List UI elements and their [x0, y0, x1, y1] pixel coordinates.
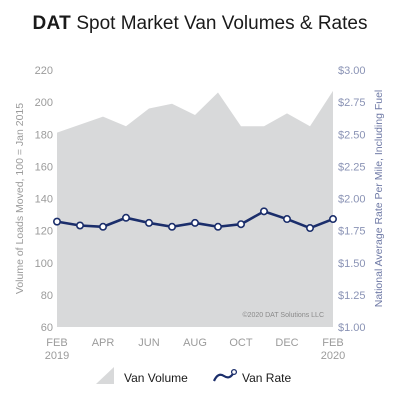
- van-rate-point: [99, 222, 108, 231]
- rate-line-layer: [52, 207, 337, 233]
- x-tick-year-label: 2020: [321, 350, 345, 362]
- van-rate-point: [237, 220, 246, 229]
- left-axis-label: Volume of Loads Moved, 100 = Jan 2015: [14, 103, 26, 294]
- van-rate-point: [52, 217, 61, 226]
- left-tick-label: 180: [35, 129, 53, 141]
- left-tick-label: 220: [35, 65, 53, 77]
- plot-area: [57, 90, 333, 327]
- x-tick-label: FEB: [46, 337, 67, 349]
- van-rate-point: [191, 218, 200, 227]
- right-tick-label: $3.00: [338, 65, 366, 77]
- left-tick-label: 140: [35, 194, 53, 206]
- right-y-axis: $1.00 $1.25 $1.50 $1.75 $2.00 $2.25 $2.50 $2.75…: [338, 65, 366, 334]
- copyright-annotation: ©2020 DAT Solutions LLC: [242, 311, 324, 319]
- title-text: Spot Market Van Volumes & Rates: [76, 13, 368, 34]
- x-tick-label: OCT: [229, 337, 253, 349]
- van-rate-point: [122, 213, 131, 222]
- van-volume-legend-label: Van Volume: [124, 371, 188, 385]
- right-tick-label: $2.25: [338, 161, 366, 173]
- right-tick-label: $1.25: [338, 290, 366, 302]
- x-tick-label: AUG: [183, 337, 207, 349]
- brand-logo-text: DAT: [32, 13, 72, 34]
- van-rate-point: [305, 224, 314, 233]
- van-rate-point: [282, 215, 291, 224]
- left-tick-label: 100: [35, 258, 53, 270]
- left-tick-label: 200: [35, 97, 53, 109]
- left-tick-label: 160: [35, 161, 53, 173]
- x-tick-label: DEC: [275, 337, 298, 349]
- van-rate-point: [214, 222, 223, 231]
- left-tick-label: 80: [41, 290, 53, 302]
- right-tick-label: $1.75: [338, 226, 366, 238]
- van-rate-point: [168, 222, 177, 231]
- left-tick-label: 120: [35, 226, 53, 238]
- legend: Van Volume Van Rate: [96, 367, 291, 385]
- left-y-axis: 60 80 100 120 140 160 180 200 220: [35, 65, 53, 334]
- right-tick-label: $1.00: [338, 322, 366, 334]
- van-rate-legend-line: [212, 371, 235, 382]
- van-rate-legend-marker: [230, 368, 238, 376]
- x-tick-label: FEB: [322, 337, 343, 349]
- right-tick-label: $1.50: [338, 258, 366, 270]
- right-axis-label: National Average Rate Per Mile, Includin…: [373, 90, 385, 308]
- right-tick-label: $2.75: [338, 97, 366, 109]
- x-tick-label: JUN: [138, 337, 159, 349]
- left-tick-label: 60: [41, 322, 53, 334]
- x-tick-label: APR: [92, 337, 115, 349]
- van-rate-point: [328, 215, 337, 224]
- van-rate-point: [145, 218, 154, 227]
- x-tick-year-label: 2019: [45, 350, 69, 362]
- chart-title: DAT Spot Market Van Volumes & Rates: [0, 13, 400, 35]
- right-tick-label: $2.00: [338, 194, 366, 206]
- van-rate-point: [259, 207, 268, 216]
- van-rate-legend-label: Van Rate: [242, 371, 291, 385]
- van-volume-area: [57, 90, 333, 327]
- van-rate-point: [76, 221, 85, 230]
- right-tick-label: $2.50: [338, 129, 366, 141]
- van-volume-legend-swatch: [96, 367, 114, 384]
